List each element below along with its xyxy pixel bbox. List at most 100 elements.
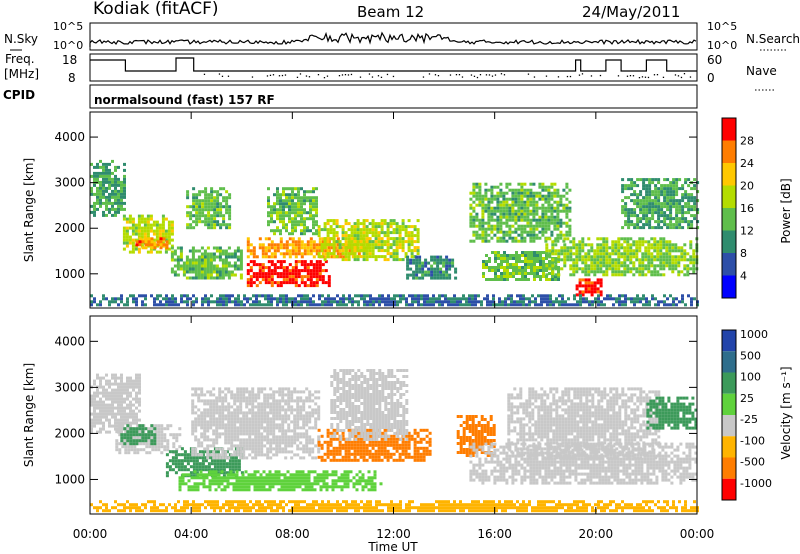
heatmap-region: [186, 187, 232, 230]
nave-dot: [458, 74, 461, 76]
nave-dot: [590, 75, 593, 77]
colorbar-swatch: [722, 436, 736, 458]
nave-dot: [599, 74, 602, 77]
y-tick-label: 1000: [54, 267, 85, 281]
heatmap-region: [406, 255, 458, 280]
colorbar-frame: [721, 329, 737, 501]
freq-trace: [90, 57, 697, 79]
colorbar-swatch: [722, 185, 736, 208]
x-tick-label: 12:00: [376, 527, 411, 541]
colorbar-swatch: [722, 140, 736, 163]
y-tick-label: 2000: [54, 221, 85, 235]
nave-dot: [203, 73, 206, 75]
nave-dot: [527, 73, 530, 75]
station-title: Kodiak (fitACF): [93, 0, 219, 19]
nave-dot: [449, 74, 452, 76]
colorbar-swatch: [722, 393, 736, 415]
nave-dot: [422, 76, 425, 78]
nsky-label: N.Sky: [4, 32, 38, 46]
nave-dot: [281, 74, 284, 77]
nave-dot: [338, 75, 341, 77]
nave-dot: [437, 75, 440, 77]
cpid-panel-frame: [89, 84, 698, 109]
power-panel-background: [90, 112, 697, 308]
nave-dot: [377, 75, 380, 77]
y-tick-label: 4000: [54, 334, 85, 348]
nsky-left-tick-bottom: 10^0: [53, 39, 83, 52]
colorbar-swatch: [722, 230, 736, 253]
colorbar-swatch: [722, 457, 736, 479]
colorbar-tick-label: 1000: [740, 328, 768, 341]
nave-dot: [284, 74, 287, 76]
heatmap-region: [178, 470, 383, 492]
y-tick-label: 3000: [54, 176, 85, 190]
nave-dot: [392, 75, 395, 78]
nsearch-label: N.Search: [746, 32, 800, 46]
nave-dot: [218, 73, 221, 75]
nave-dot: [479, 74, 482, 76]
nsky-trace: [89, 31, 697, 47]
heatmap-region: [115, 424, 182, 455]
heatmap-region: [170, 246, 243, 280]
colorbar-swatch: [722, 415, 736, 437]
nave-dot: [461, 76, 464, 78]
nave-dot: [629, 75, 632, 77]
nave-dot: [581, 73, 584, 75]
power-y-axis: 1000 2000 3000 4000: [54, 130, 697, 281]
nave-dot: [647, 76, 650, 79]
xaxis-label: Time UT: [367, 540, 418, 554]
nave-dot: [428, 73, 431, 75]
x-tick-label: 00:00: [680, 527, 715, 541]
nave-dot: [533, 76, 536, 78]
heatmap-region: [469, 182, 572, 243]
heatmap-region: [575, 278, 603, 297]
colorbar-tick-label: 28: [740, 135, 754, 148]
colorbar-tick-label: -100: [740, 434, 765, 447]
heatmap-region: [191, 387, 321, 460]
nave-dot: [305, 75, 308, 77]
nave-dot: [473, 75, 476, 77]
nave-dot: [503, 74, 506, 76]
power-colorbar: 28 24 20 16 12 8 4: [721, 117, 754, 299]
nave-dot: [299, 73, 302, 75]
velocity-y-axis: 1000 2000 3000 4000: [54, 334, 697, 486]
heatmap-region: [482, 251, 560, 281]
heatmap-region: [545, 237, 699, 277]
nave-dot: [227, 75, 230, 77]
nave-dot: [359, 76, 362, 78]
y-tick-label: 3000: [54, 380, 85, 394]
colorbar-tick-label: 500: [740, 349, 761, 362]
heatmap-region: [90, 500, 699, 513]
freq-units-label: [MHz]: [4, 67, 39, 81]
nave-dot: [638, 77, 641, 79]
colorbar-tick-label: -1000: [740, 477, 772, 490]
cpid-text: normalsound (fast) 157 RF: [94, 93, 275, 107]
heatmap-region: [646, 396, 698, 430]
nave-dot: [326, 75, 329, 77]
nave-dot: [434, 74, 437, 76]
y-tick-label: 2000: [54, 426, 85, 440]
time-x-axis: 00:00 04:00 08:00 12:00 16:00 20:00 00:00: [73, 112, 715, 541]
colorbar-swatch: [722, 275, 736, 298]
nave-dot: [500, 73, 503, 75]
nave-dot: [662, 76, 665, 78]
beam-title: Beam 12: [357, 3, 424, 21]
nave-dot: [485, 74, 488, 76]
heatmap-region: [330, 369, 409, 441]
nave-dot: [617, 75, 620, 77]
x-tick-label: 08:00: [275, 527, 310, 541]
nave-dot: [569, 75, 572, 78]
nave-dot: [494, 74, 497, 76]
nave-dot: [386, 73, 389, 76]
heatmap-region: [90, 294, 699, 307]
nave-dot: [317, 74, 320, 76]
nave-dot: [308, 76, 311, 78]
nave-dot: [683, 73, 686, 75]
nave-dot: [350, 73, 353, 76]
heatmap-region: [267, 187, 318, 236]
velocity-heatmap: [90, 369, 699, 513]
colorbar-swatch: [722, 118, 736, 141]
nave-dot: [368, 73, 371, 75]
nave-dot: [641, 76, 644, 78]
